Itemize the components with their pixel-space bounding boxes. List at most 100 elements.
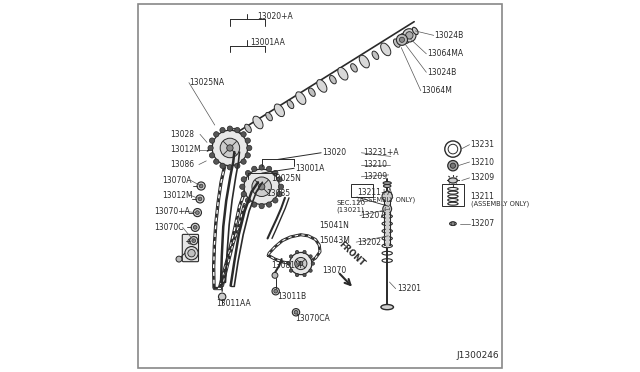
Circle shape xyxy=(218,293,226,301)
Circle shape xyxy=(396,34,408,45)
Text: 13001A: 13001A xyxy=(295,164,324,173)
Circle shape xyxy=(273,198,278,203)
Text: 13012M: 13012M xyxy=(170,145,201,154)
Ellipse shape xyxy=(296,92,306,105)
Ellipse shape xyxy=(223,136,230,144)
Circle shape xyxy=(185,247,198,260)
Text: 13070C: 13070C xyxy=(155,223,184,232)
Circle shape xyxy=(266,202,272,207)
Text: 13024B: 13024B xyxy=(427,68,456,77)
Text: 13086: 13086 xyxy=(170,160,195,169)
Circle shape xyxy=(252,166,257,171)
Circle shape xyxy=(188,249,193,254)
Circle shape xyxy=(277,177,282,182)
Circle shape xyxy=(212,130,248,166)
Text: 13011AA: 13011AA xyxy=(216,299,251,308)
Ellipse shape xyxy=(266,112,273,121)
Circle shape xyxy=(309,269,312,272)
Circle shape xyxy=(278,184,284,189)
Circle shape xyxy=(241,177,246,182)
Circle shape xyxy=(274,289,278,293)
Text: 13025N: 13025N xyxy=(271,174,301,183)
Circle shape xyxy=(299,262,303,266)
Circle shape xyxy=(192,239,196,243)
Circle shape xyxy=(241,192,246,197)
Ellipse shape xyxy=(383,185,391,187)
Circle shape xyxy=(196,211,199,214)
Text: (ASSEMBLY ONLY): (ASSEMBLY ONLY) xyxy=(470,201,529,207)
Text: 13209: 13209 xyxy=(470,173,495,182)
Text: 13070+A: 13070+A xyxy=(155,206,191,216)
Ellipse shape xyxy=(359,55,369,68)
Circle shape xyxy=(245,170,251,176)
Ellipse shape xyxy=(212,141,221,151)
Circle shape xyxy=(227,165,232,170)
Text: SEC.120: SEC.120 xyxy=(337,200,365,206)
Text: 13201: 13201 xyxy=(397,284,422,293)
Text: 13231+A: 13231+A xyxy=(363,148,399,157)
Circle shape xyxy=(245,198,251,203)
Circle shape xyxy=(383,205,392,213)
Circle shape xyxy=(189,237,198,245)
Circle shape xyxy=(227,126,232,131)
Circle shape xyxy=(209,153,215,158)
Text: 13210: 13210 xyxy=(363,160,387,169)
Circle shape xyxy=(245,138,250,143)
Circle shape xyxy=(241,132,246,137)
Circle shape xyxy=(266,166,272,171)
Circle shape xyxy=(303,250,306,254)
Circle shape xyxy=(303,273,306,277)
Text: 13207: 13207 xyxy=(360,211,385,220)
Circle shape xyxy=(191,223,199,231)
Text: 13211: 13211 xyxy=(470,192,495,201)
Circle shape xyxy=(197,182,205,190)
Ellipse shape xyxy=(372,51,379,60)
Ellipse shape xyxy=(412,27,418,35)
Bar xyxy=(351,184,373,197)
Ellipse shape xyxy=(330,76,336,84)
Circle shape xyxy=(188,239,193,244)
Circle shape xyxy=(289,255,292,258)
Ellipse shape xyxy=(338,67,348,80)
Circle shape xyxy=(273,170,278,176)
Circle shape xyxy=(296,273,299,277)
Ellipse shape xyxy=(401,33,409,43)
Circle shape xyxy=(259,165,264,170)
Circle shape xyxy=(294,310,298,314)
Circle shape xyxy=(244,169,280,205)
Circle shape xyxy=(382,191,392,202)
Ellipse shape xyxy=(253,116,263,129)
Ellipse shape xyxy=(449,222,456,225)
Circle shape xyxy=(311,262,314,265)
Text: (13021): (13021) xyxy=(337,207,365,213)
Circle shape xyxy=(289,269,292,272)
Circle shape xyxy=(451,222,455,225)
Circle shape xyxy=(277,192,282,197)
Circle shape xyxy=(193,225,197,229)
Circle shape xyxy=(188,250,195,257)
Circle shape xyxy=(235,128,240,133)
Circle shape xyxy=(451,163,456,168)
Bar xyxy=(442,184,464,206)
Circle shape xyxy=(292,309,300,316)
Text: 13207: 13207 xyxy=(470,219,495,228)
Text: 13012M: 13012M xyxy=(162,191,193,200)
Circle shape xyxy=(241,159,246,164)
Circle shape xyxy=(252,177,271,196)
Circle shape xyxy=(214,132,219,137)
Text: 13070: 13070 xyxy=(322,266,346,275)
Circle shape xyxy=(208,145,213,151)
Circle shape xyxy=(272,272,278,278)
Text: 15043M: 15043M xyxy=(319,236,350,245)
Text: 13001AA: 13001AA xyxy=(250,38,285,46)
Text: 13064M: 13064M xyxy=(422,86,452,95)
Circle shape xyxy=(193,209,202,217)
Circle shape xyxy=(220,128,225,133)
Text: 13209: 13209 xyxy=(363,172,387,181)
Text: 13211+A: 13211+A xyxy=(357,188,392,197)
Circle shape xyxy=(259,203,264,209)
Text: 13070A: 13070A xyxy=(162,176,191,185)
Text: (ASSEMBLY ONLY): (ASSEMBLY ONLY) xyxy=(357,197,415,203)
Circle shape xyxy=(259,183,265,190)
Text: 13085: 13085 xyxy=(266,189,291,198)
